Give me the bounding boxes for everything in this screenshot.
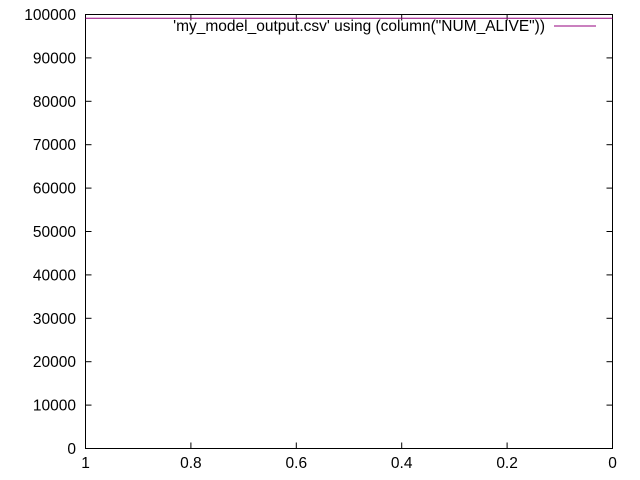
y-tick-label: 60000: [33, 181, 76, 198]
legend-label: 'my_model_output.csv' using (column("NUM…: [173, 18, 545, 35]
y-axis: 0 10000 20000 30000 40000 50000 60000 70000 8000…: [24, 7, 613, 458]
x-tick-label: 1: [81, 455, 90, 472]
x-tick-label: 0: [608, 455, 617, 472]
y-tick-label: 40000: [33, 267, 76, 284]
y-tick-label: 90000: [33, 50, 76, 67]
y-tick-label: 30000: [33, 311, 76, 328]
y-tick-label: 50000: [33, 224, 76, 241]
y-tick-label: 80000: [33, 94, 76, 111]
y-tick-label: 20000: [33, 354, 76, 371]
y-tick-label: 70000: [33, 137, 76, 154]
x-tick-label: 0.8: [180, 455, 202, 472]
y-tick-label: 0: [67, 441, 76, 458]
x-tick-label: 0.2: [496, 455, 518, 472]
y-tick-label: 100000: [24, 7, 76, 24]
legend: 'my_model_output.csv' using (column("NUM…: [173, 18, 596, 35]
y-tick-label: 10000: [33, 398, 76, 415]
x-axis: 1 0.8 0.6 0.4 0.2 0: [81, 14, 617, 472]
x-tick-label: 0.6: [286, 455, 308, 472]
x-tick-label: 0.4: [391, 455, 413, 472]
plot-frame: [85, 14, 613, 449]
